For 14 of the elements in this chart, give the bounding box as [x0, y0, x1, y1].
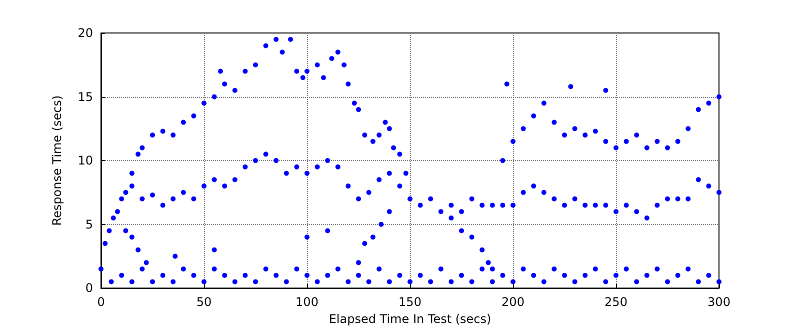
x-tick-label: 200 — [502, 295, 524, 310]
y-axis-title: Response Time (secs) — [50, 95, 64, 226]
x-tick-label: 100 — [296, 295, 318, 310]
y-tick-label: 5 — [85, 217, 93, 232]
y-tick-label: 15 — [78, 90, 93, 104]
x-tick-label: 250 — [604, 295, 628, 310]
y-tick-label: 0 — [85, 281, 93, 296]
x-tick-label: 150 — [398, 295, 422, 310]
x-tick-label: 50 — [196, 295, 212, 310]
y-tick-label: 10 — [78, 154, 93, 168]
x-axis-title: Elapsed Time In Test (secs) — [328, 312, 492, 326]
y-tick-label: 20 — [78, 26, 93, 40]
x-tick-label: 300 — [708, 295, 730, 310]
x-tick-label: 0 — [97, 295, 105, 310]
